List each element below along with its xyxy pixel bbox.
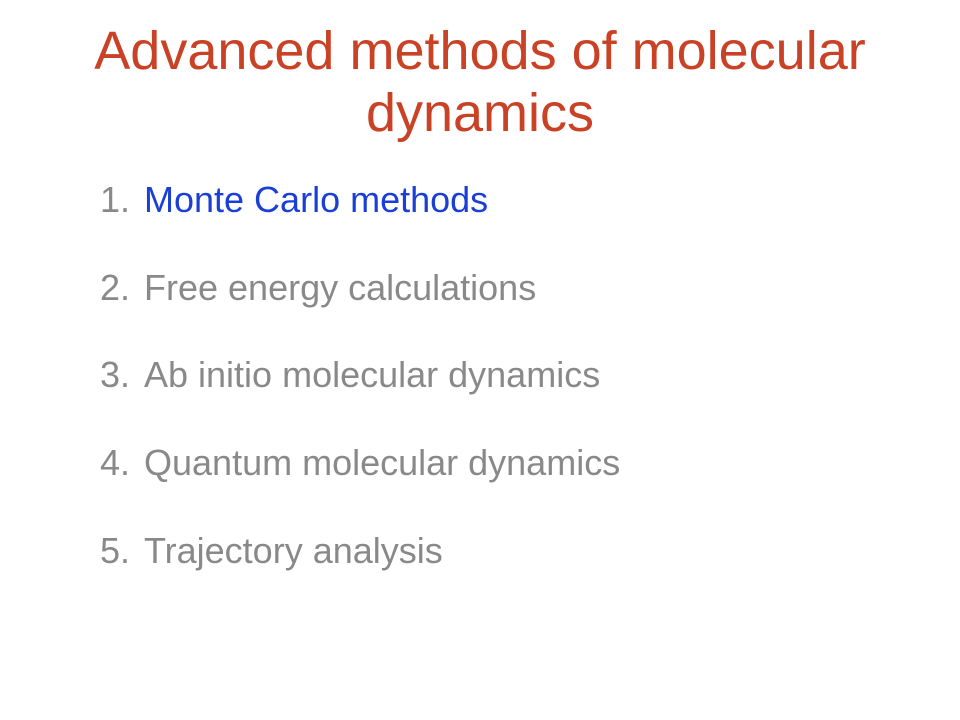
list-text: Trajectory analysis [144,530,443,571]
list-number: 2. [100,268,144,308]
list-text: Free energy calculations [144,267,536,308]
slide-title: Advanced methods of molecular dynamics [60,20,900,144]
list-item: 5.Trajectory analysis [100,531,900,571]
list-number: 4. [100,443,144,483]
list-item: 4.Quantum molecular dynamics [100,443,900,483]
list-number: 3. [100,355,144,395]
list-text: Monte Carlo methods [144,179,488,220]
list-number: 5. [100,531,144,571]
list-item: 1.Monte Carlo methods [100,180,900,220]
list-text: Ab initio molecular dynamics [144,354,600,395]
slide: Advanced methods of molecular dynamics 1… [0,0,960,720]
list-text: Quantum molecular dynamics [144,442,620,483]
list-item: 3.Ab initio molecular dynamics [100,355,900,395]
list-item: 2.Free energy calculations [100,268,900,308]
topic-list: 1.Monte Carlo methods 2.Free energy calc… [60,180,900,570]
list-number: 1. [100,180,144,220]
